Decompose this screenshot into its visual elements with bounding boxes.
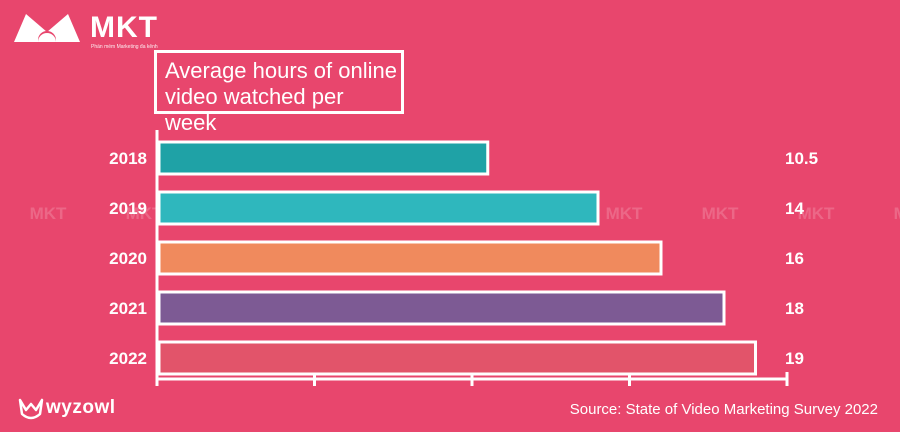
watermark-logo: MKT [864,196,900,232]
data-label: 10.5 [785,149,818,168]
source-note: Source: State of Video Marketing Survey … [569,401,878,418]
watermark-logo: MKT [797,204,835,223]
category-label: 2022 [109,349,147,368]
mkt-logo-icon [14,14,80,46]
data-label: 16 [785,249,804,268]
wyzowl-owl-icon [18,398,44,420]
wyzowl-logo: wyzowl [18,396,115,422]
bar [157,290,726,326]
bar [157,190,600,226]
category-label: 2018 [109,149,147,168]
watermark-logo: MKT [605,204,643,223]
category-label: 2021 [109,299,147,318]
watermark-logo: MKT [701,204,739,223]
data-label: 14 [785,199,804,218]
brand-name: MKT [90,11,158,44]
chart-title-box: Average hours of online video watched pe… [154,50,404,135]
bar [157,240,663,276]
watermark-logo: MKT [125,204,163,223]
watermark-logo: MKT [29,204,67,223]
data-label: 19 [785,349,804,368]
data-label: 18 [785,299,804,318]
wyzowl-text: wyzowl [46,397,116,418]
mkt-logo: MKT Phần mềm Marketing đa kênh [12,10,182,50]
bar [157,140,490,176]
chart-title: Average hours of online video watched pe… [165,58,397,135]
bar [157,340,757,376]
category-label: 2019 [109,199,147,218]
brand-tagline: Phần mềm Marketing đa kênh [91,44,158,50]
category-label: 2020 [109,249,147,268]
